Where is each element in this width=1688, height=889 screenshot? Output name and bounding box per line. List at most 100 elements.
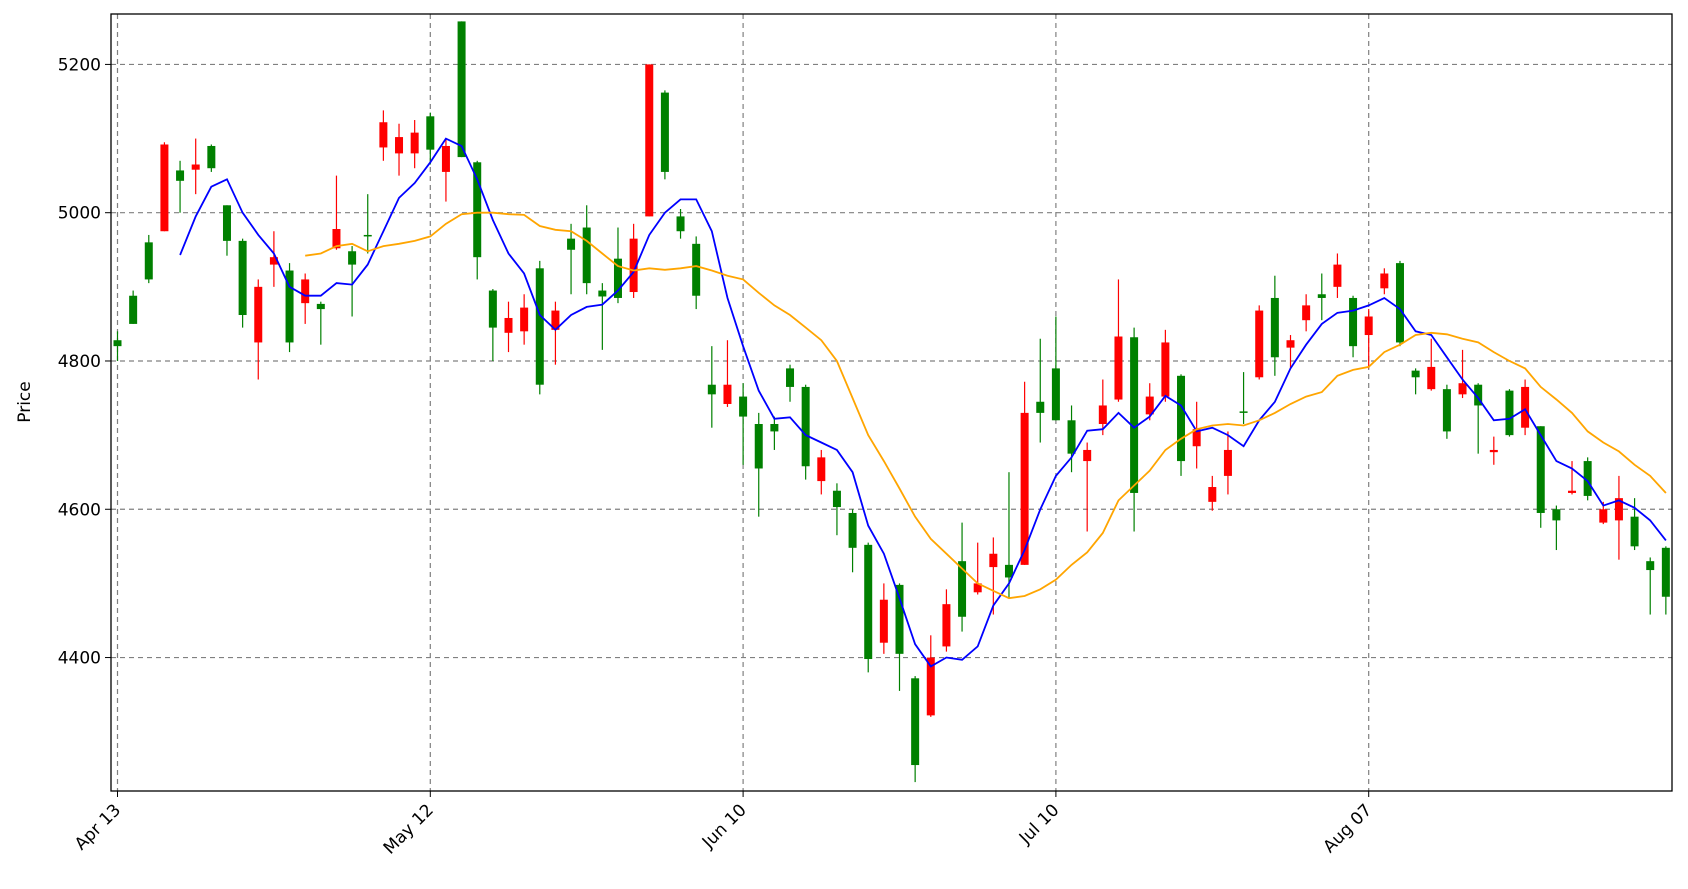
candle-body [1192,429,1201,447]
candle-body [1521,386,1530,428]
candle-body [660,92,669,172]
candle-body [1067,420,1076,454]
candle-body [1599,509,1608,523]
candle-body [1098,405,1107,425]
candle-body [1255,310,1264,378]
candle-body [1614,498,1623,521]
candle-body [629,238,638,293]
x-tick-label: Jul 10 [1015,800,1063,848]
candle-body [770,424,779,432]
candle-body [269,257,278,265]
candle-body [942,604,951,647]
candle-body [113,340,122,347]
candle-body [348,251,357,265]
candle-body [1333,264,1342,287]
candle-body [222,205,231,241]
candle-body [692,243,701,296]
candle-body [1223,449,1232,476]
candle-body [457,21,466,158]
candle-body [1020,412,1029,565]
candle-body [958,561,967,617]
candle-body [1427,366,1436,390]
x-tick-label: May 12 [380,800,438,858]
candle-body [1004,564,1013,578]
candle-body [488,290,497,328]
candle-body [707,384,716,395]
y-tick-label: 4400 [58,649,101,669]
y-axis-label: Price [15,381,35,422]
candle-body [1208,487,1217,502]
candle-body [504,317,513,333]
candle-body [363,234,372,237]
candle-body [129,295,138,324]
candle-body [754,424,763,469]
candle-body [1505,390,1514,436]
candle-body [1536,426,1545,513]
x-tick-label: Jun 10 [698,800,751,853]
candle-body [1568,490,1577,493]
candle-body [1302,305,1311,321]
candle-body [410,132,419,154]
candle-body [582,227,591,284]
candle-body [1286,340,1295,348]
candle-body [1130,337,1139,493]
x-tick-label: Apr 13 [71,800,125,854]
plot-frame [110,13,1673,792]
candle-body [676,216,685,232]
candle-body [1364,316,1373,336]
candle-body [739,396,748,417]
moving-average-line [179,137,1667,668]
candle-body [786,368,795,387]
candle-body [535,268,544,385]
candle-body [801,386,810,467]
x-tick-label: Aug 07 [1320,800,1377,857]
moving-average-line [305,211,1667,600]
candle-body [1458,383,1467,395]
candle-body [1161,342,1170,397]
candle-body [973,583,982,593]
candle-body [613,258,622,298]
candle-body [926,657,935,716]
candle-body [1395,263,1404,343]
candle-body [911,678,920,766]
candle-body [1114,336,1123,400]
candle-body [567,238,576,250]
candle-body [1083,449,1092,462]
candle-body [1145,396,1154,415]
candle-body [989,553,998,568]
candle-body [238,240,247,316]
candle-body [520,307,529,332]
candle-body [1583,461,1592,496]
candle-body [1349,297,1358,347]
candle-body [144,242,153,280]
candle-body [426,116,435,150]
candle-body [1489,449,1498,453]
candle-body [1051,368,1060,421]
candle-body [1177,375,1186,462]
candle-body [1411,370,1420,378]
candle-body [1317,294,1326,298]
candle-body [1442,389,1451,432]
candle-body [817,457,826,482]
candle-body [207,145,216,169]
candle-body [1380,273,1389,289]
y-tick-label: 5000 [58,204,101,224]
candle-body [1552,509,1561,521]
y-tick-label: 4600 [58,500,101,520]
candle-body [441,145,450,172]
candle-body [598,290,607,297]
candle-body [254,286,263,343]
candle-body [332,229,341,249]
candle-body [1661,547,1670,597]
candle-body [645,64,654,217]
candle-body [1036,401,1045,413]
candle-body [379,122,388,148]
candle-body [176,170,185,181]
candle-body [832,490,841,508]
y-tick-label: 4800 [58,352,101,372]
candle-body [160,144,169,232]
candle-body [316,303,325,310]
candle-body [301,279,310,304]
candle-body [1646,561,1655,571]
